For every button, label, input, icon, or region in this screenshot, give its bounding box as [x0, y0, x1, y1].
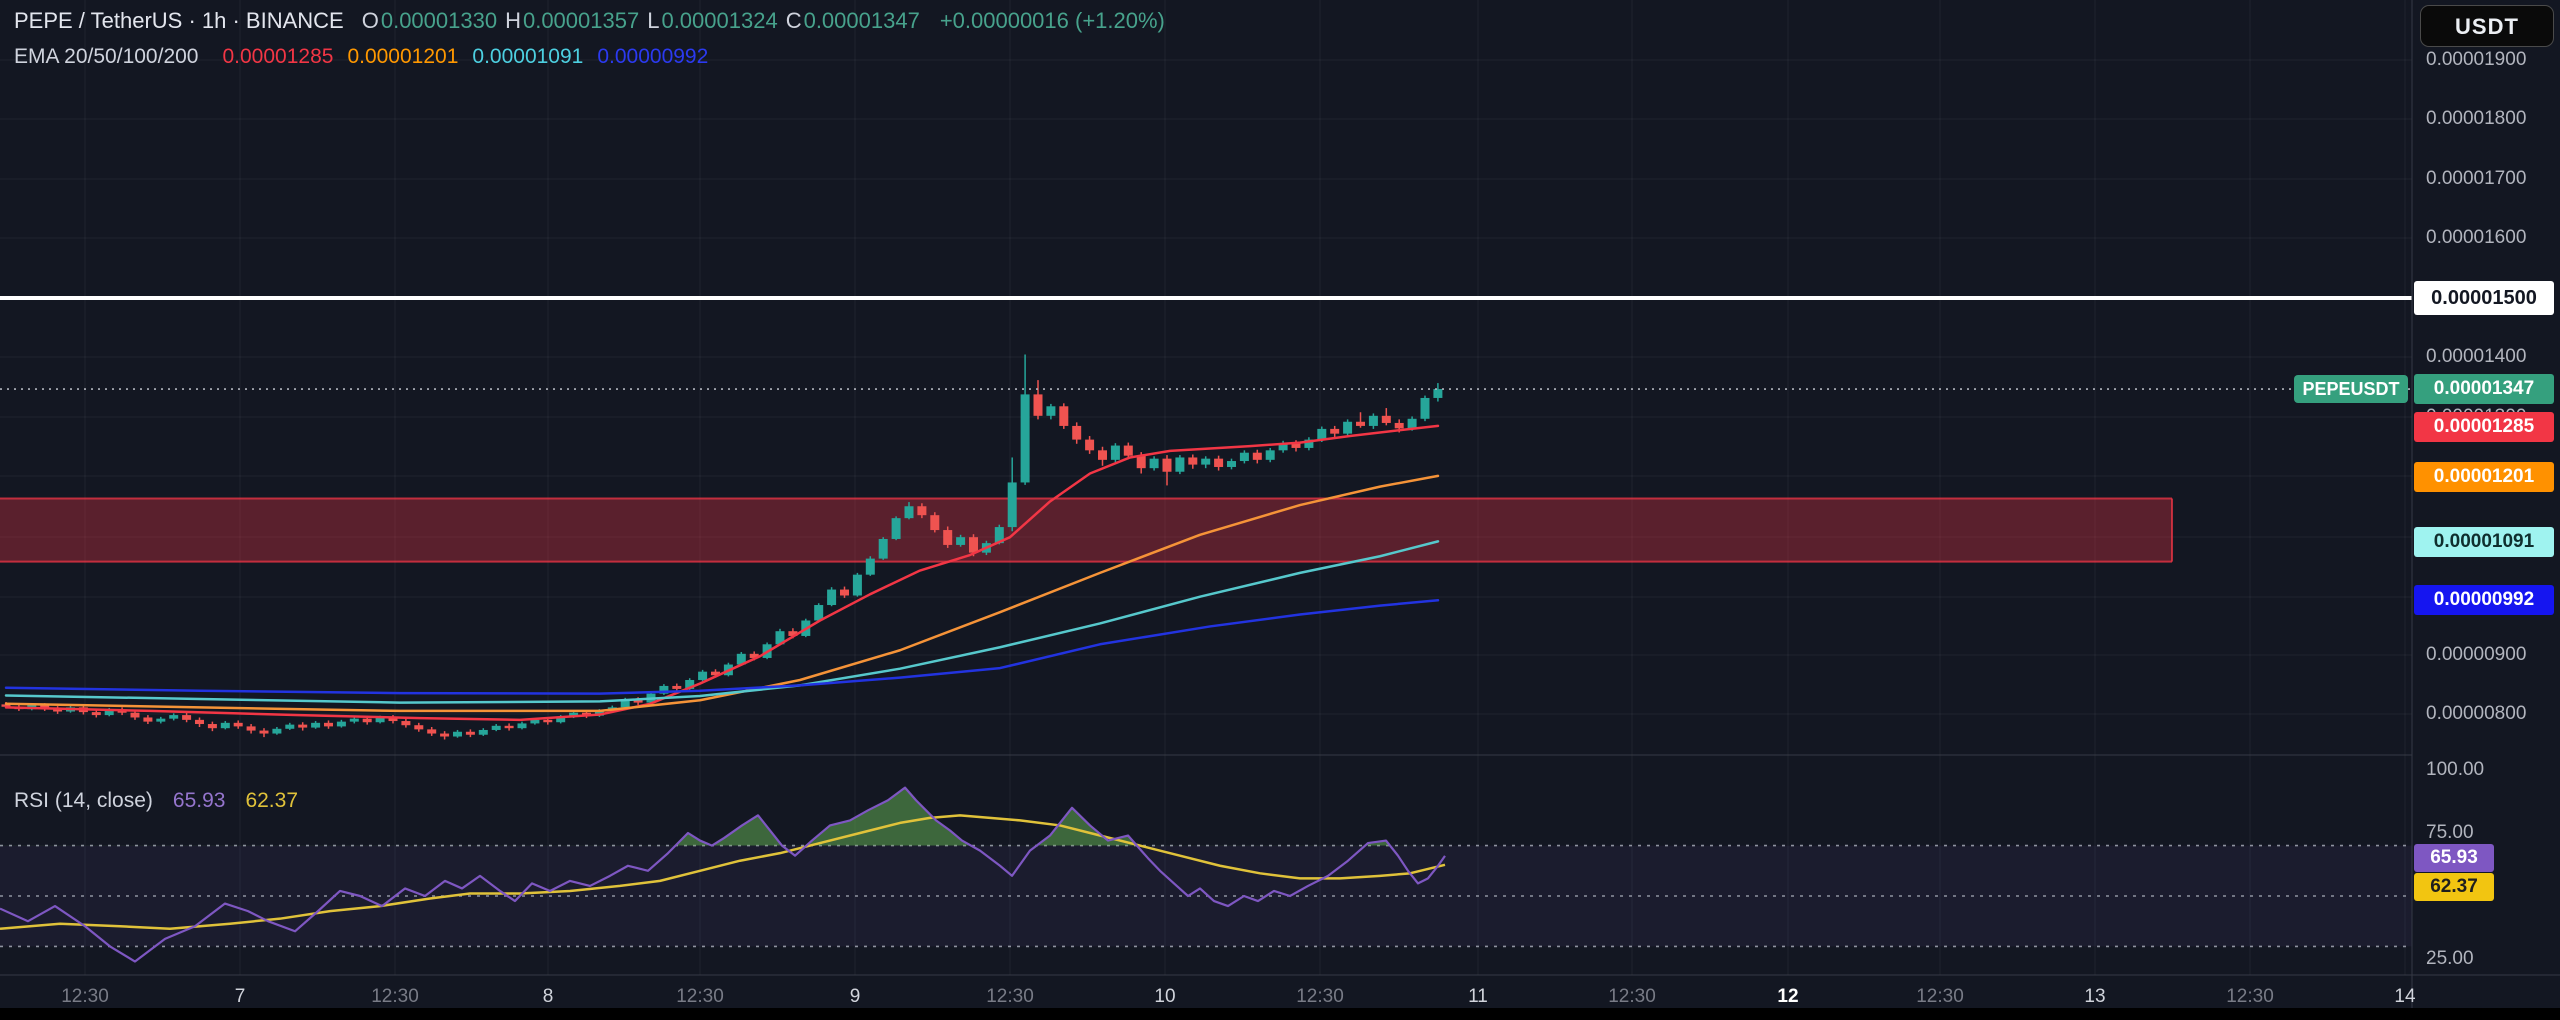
- time-axis-label: 12:30: [371, 986, 419, 1007]
- ohlc-h: H 0.00001357: [505, 8, 640, 33]
- ema100-badge: 0.00001091: [2414, 527, 2554, 557]
- ohlc-l: L 0.00001324: [647, 8, 778, 33]
- ohlc-values: O 0.00001330 H 0.00001357 L 0.00001324 C 0.0000…: [354, 8, 920, 34]
- rsi-ma-value: 62.37: [245, 789, 299, 812]
- rsi-ma-badge: 62.37: [2414, 873, 2494, 901]
- pair-price-label: PEPEUSDT: [2294, 375, 2408, 403]
- time-axis-label: 12: [1777, 986, 1799, 1007]
- time-axis-label: 9: [849, 986, 861, 1007]
- time-axis-label: 12:30: [1296, 986, 1344, 1007]
- ema200-badge: 0.00000992: [2414, 585, 2554, 615]
- price-axis-label: 0.00001900: [2426, 49, 2527, 70]
- time-axis-label: 12:30: [61, 986, 109, 1007]
- price-axis-label: 0.00001700: [2426, 168, 2527, 189]
- price-axis-label: 0.00001800: [2426, 108, 2527, 129]
- rsi-label: RSI (14, close): [14, 789, 153, 812]
- time-axis-label: 12:30: [676, 986, 724, 1007]
- time-axis-label: 13: [2084, 986, 2106, 1007]
- price-axis-label: 0.00001600: [2426, 227, 2527, 248]
- price-axis-label: 0.00000900: [2426, 644, 2527, 665]
- ohlc-o: O 0.00001330: [361, 8, 498, 33]
- time-axis-label: 12:30: [2226, 986, 2274, 1007]
- time-axis-label: 11: [1468, 986, 1488, 1007]
- ema-value-1: 0.00001201: [347, 45, 459, 68]
- time-axis-label: 10: [1154, 986, 1176, 1007]
- rsi-value: 65.93: [172, 789, 226, 812]
- time-axis-label: 14: [2394, 986, 2416, 1007]
- rsi-axis-label: 100.00: [2426, 759, 2485, 780]
- ema-value-0: 0.00001285: [222, 45, 334, 68]
- ema50-badge: 0.00001201: [2414, 462, 2554, 492]
- window-bottom-bar: [0, 1008, 2560, 1020]
- level-1500-badge: 0.00001500: [2414, 281, 2554, 315]
- time-axis-label: 7: [234, 986, 246, 1007]
- price-axis-label: 0.00000800: [2426, 703, 2527, 724]
- time-axis-label: 12:30: [1608, 986, 1656, 1007]
- symbol-title[interactable]: PEPE / TetherUS · 1h · BINANCE: [14, 8, 344, 33]
- last-price-badge: 0.00001347: [2414, 374, 2554, 404]
- ema-values: 0.00001285 0.00001201 0.00001091 0.00000992: [208, 45, 708, 69]
- price-change: +0.00000016 (+1.20%): [939, 8, 1165, 33]
- time-axis-label: 12:30: [986, 986, 1034, 1007]
- currency-toggle-button[interactable]: USDT: [2420, 5, 2554, 47]
- rsi-axis-label: 75.00: [2426, 822, 2474, 843]
- ema20-badge: 0.00001285: [2414, 412, 2554, 442]
- ema-label: EMA 20/50/100/200: [14, 45, 199, 68]
- ema-value-3: 0.00000992: [597, 45, 709, 68]
- time-axis-label: 12:30: [1916, 986, 1964, 1007]
- ema-value-2: 0.00001091: [472, 45, 584, 68]
- time-axis-label: 8: [542, 986, 554, 1007]
- ema-legend-row[interactable]: EMA 20/50/100/200 0.00001285 0.00001201 0.…: [14, 45, 708, 69]
- rsi-value-badge: 65.93: [2414, 844, 2494, 872]
- symbol-legend-row[interactable]: PEPE / TetherUS · 1h · BINANCE O 0.000013…: [14, 8, 1165, 34]
- price-axis-label: 0.00001400: [2426, 346, 2527, 367]
- rsi-axis-label: 25.00: [2426, 948, 2474, 969]
- rsi-legend-row[interactable]: RSI (14, close) 65.93 62.37: [14, 789, 298, 813]
- ohlc-c: C 0.00001347: [785, 8, 920, 33]
